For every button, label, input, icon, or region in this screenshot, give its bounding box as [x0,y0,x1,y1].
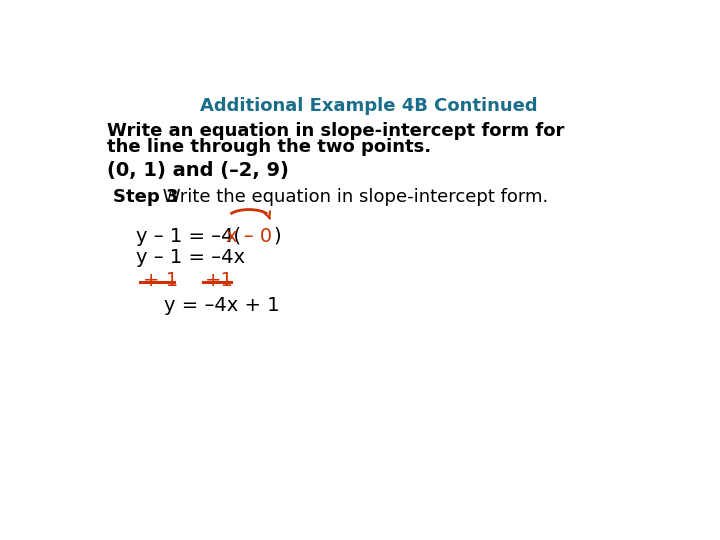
Text: x – 0: x – 0 [225,226,271,246]
Text: y – 1 = –4x: y – 1 = –4x [137,248,246,267]
Text: (0, 1) and (–2, 9): (0, 1) and (–2, 9) [107,161,289,180]
Text: Write the equation in slope-intercept form.: Write the equation in slope-intercept fo… [158,188,549,206]
Text: ): ) [274,226,282,246]
Text: Step 3: Step 3 [113,188,179,206]
Text: Additional Example 4B Continued: Additional Example 4B Continued [200,97,538,115]
Text: + 1: + 1 [143,271,178,290]
Text: +1: +1 [204,271,233,290]
Text: y – 1 = –4(: y – 1 = –4( [137,226,241,246]
Text: the line through the two points.: the line through the two points. [107,138,431,156]
Text: Write an equation in slope-intercept form for: Write an equation in slope-intercept for… [107,122,564,140]
Text: y = –4x + 1: y = –4x + 1 [163,296,279,315]
